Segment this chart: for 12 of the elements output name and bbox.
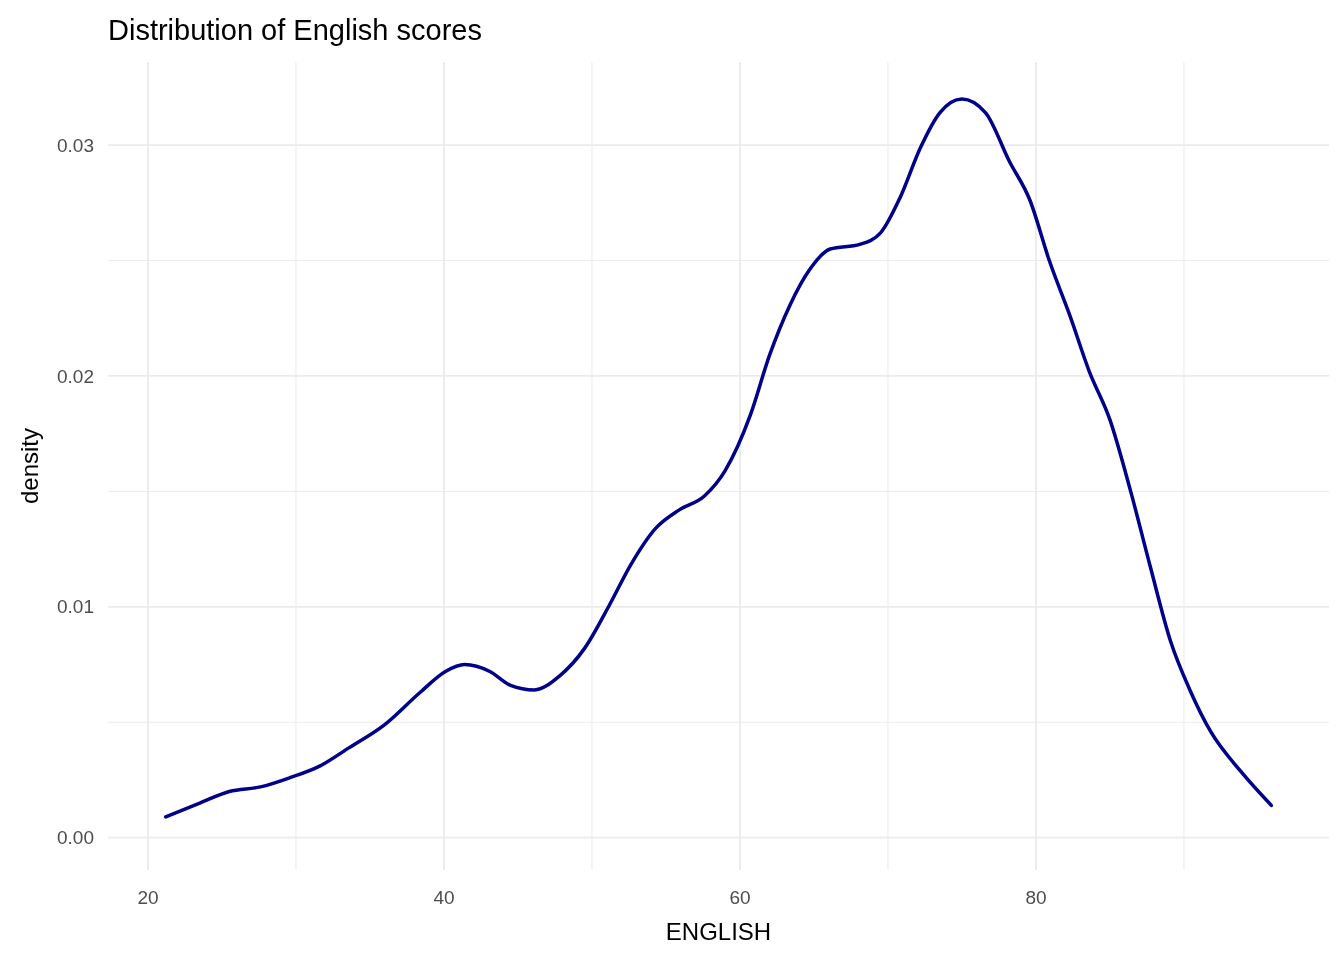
y-tick-label: 0.02 — [57, 365, 94, 387]
x-tick-label: 40 — [433, 887, 455, 908]
x-axis-title: ENGLISH — [665, 918, 772, 945]
x-tick-label: 20 — [137, 887, 159, 908]
y-tick-label: 0.01 — [57, 596, 94, 618]
y-tick-label: 0.00 — [57, 827, 94, 849]
y-tick-label: 0.03 — [57, 134, 94, 156]
x-tick-label: 80 — [1025, 887, 1047, 908]
y-axis-title: density — [16, 427, 43, 505]
line-series — [163, 97, 1274, 819]
x-tick-label: 60 — [729, 887, 751, 908]
chart-title: Distribution of English scores — [108, 14, 482, 46]
